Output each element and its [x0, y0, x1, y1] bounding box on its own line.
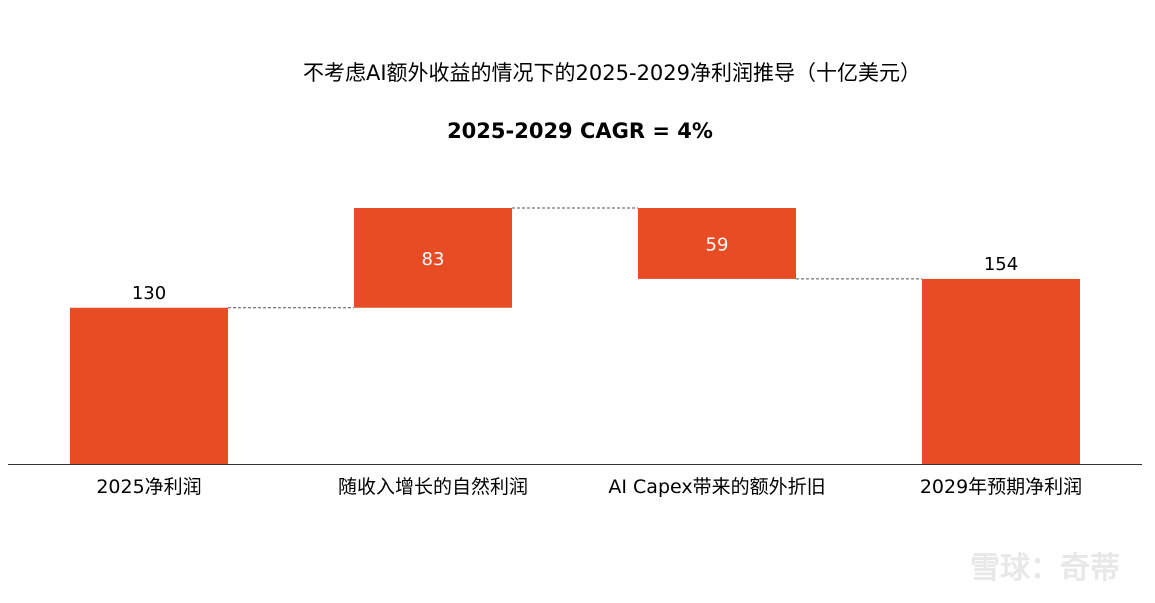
chart-subtitle: 2025-2029 CAGR = 4%: [447, 119, 713, 143]
data-label-1: 130: [132, 283, 166, 304]
data-label-3: 59: [706, 234, 729, 255]
category-label-2: 随收入增长的自然利润: [338, 476, 528, 498]
bar-1: [70, 307, 228, 464]
category-label-3: AI Capex带来的额外折旧: [608, 476, 825, 498]
bar-4: [922, 278, 1080, 464]
data-label-4: 154: [984, 254, 1018, 275]
category-label-4: 2029年预期净利润: [920, 476, 1082, 498]
watermark: 雪球：奇蒂: [970, 551, 1120, 586]
bar-2: [354, 208, 512, 308]
data-label-2: 83: [422, 249, 445, 270]
category-label-1: 2025净利润: [96, 476, 201, 498]
chart-title: 不考虑AI额外收益的情况下的2025-2029净利润推导（十亿美元）: [303, 61, 921, 85]
bar-3: [638, 208, 796, 279]
